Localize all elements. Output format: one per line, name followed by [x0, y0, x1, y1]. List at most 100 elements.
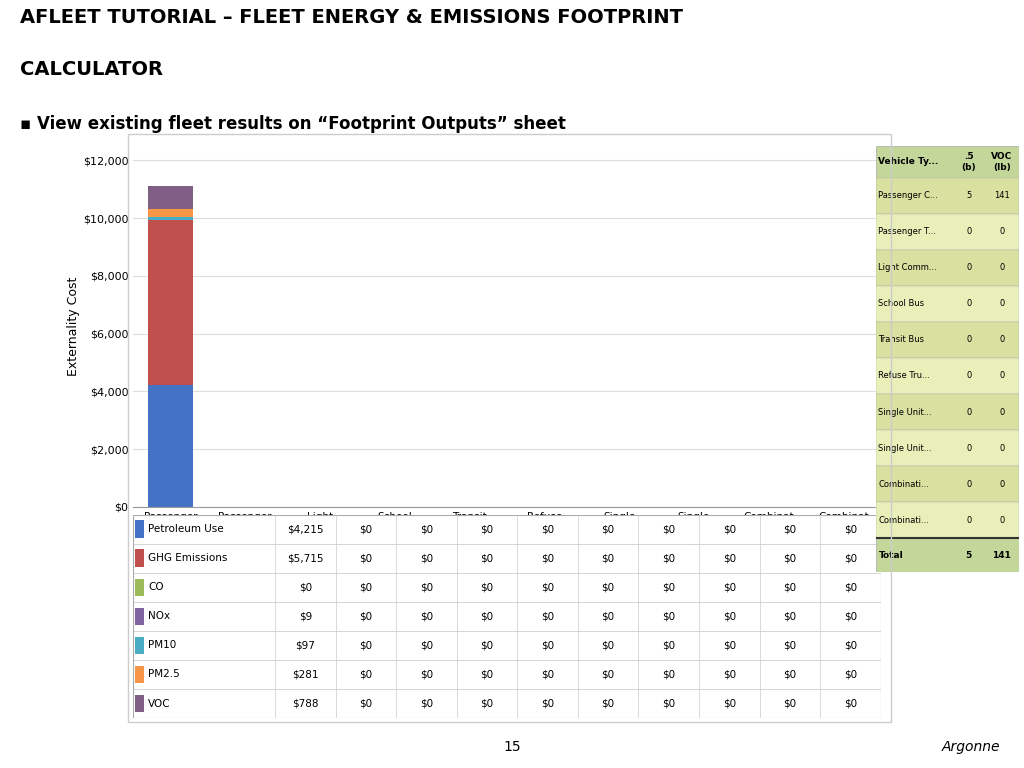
Text: 0: 0 [966, 408, 972, 416]
Text: $0: $0 [420, 553, 433, 563]
Text: PM2.5: PM2.5 [148, 670, 180, 680]
Text: CO: CO [148, 582, 164, 592]
Text: 0: 0 [999, 227, 1005, 237]
Text: $0: $0 [480, 611, 494, 621]
Text: $0: $0 [480, 641, 494, 650]
Text: 0: 0 [999, 372, 1005, 380]
Bar [876, 146, 1019, 178]
Text: 141: 141 [994, 191, 1010, 200]
Bar [876, 394, 1019, 430]
Text: $0: $0 [844, 611, 857, 621]
Text: $0: $0 [844, 582, 857, 592]
Bar [876, 466, 1019, 502]
Text: $0: $0 [602, 670, 614, 680]
Bar [148, 209, 193, 217]
Text: $0: $0 [783, 524, 797, 534]
Bar [133, 631, 881, 660]
Text: $0: $0 [663, 553, 675, 563]
Text: $0: $0 [723, 553, 736, 563]
Text: $0: $0 [541, 611, 554, 621]
Text: Combinati...: Combinati... [879, 515, 929, 525]
Text: $97: $97 [296, 641, 315, 650]
Text: School Bus: School Bus [879, 300, 925, 309]
Bar [148, 217, 193, 220]
Bar [876, 250, 1019, 286]
Text: $0: $0 [359, 524, 373, 534]
Bar [148, 186, 193, 209]
Text: 0: 0 [966, 300, 972, 309]
Text: $0: $0 [723, 699, 736, 709]
Text: 0: 0 [966, 515, 972, 525]
Text: $0: $0 [541, 582, 554, 592]
Text: $0: $0 [783, 670, 797, 680]
Text: $0: $0 [602, 582, 614, 592]
Bar [135, 578, 144, 596]
Text: 0: 0 [966, 336, 972, 345]
Text: Argonne: Argonne [942, 740, 1000, 754]
Text: $0: $0 [541, 641, 554, 650]
Text: VOC
(lb): VOC (lb) [991, 152, 1013, 171]
Bar [148, 220, 193, 386]
Bar [876, 286, 1019, 322]
Text: 5: 5 [966, 191, 972, 200]
Text: $0: $0 [480, 524, 494, 534]
Text: 0: 0 [999, 443, 1005, 452]
Text: $0: $0 [420, 699, 433, 709]
Text: Vehicle Ty...: Vehicle Ty... [879, 157, 939, 167]
Bar [135, 607, 144, 625]
Text: $0: $0 [663, 524, 675, 534]
Text: .5
(b): .5 (b) [962, 152, 976, 171]
Text: $281: $281 [292, 670, 318, 680]
Text: $788: $788 [292, 699, 318, 709]
Text: 0: 0 [999, 479, 1005, 488]
Text: $0: $0 [723, 641, 736, 650]
Text: $4,215: $4,215 [287, 524, 324, 534]
Text: $0: $0 [663, 582, 675, 592]
Text: $0: $0 [359, 553, 373, 563]
Text: Refuse Tru...: Refuse Tru... [879, 372, 930, 380]
Text: $0: $0 [480, 699, 494, 709]
Text: Petroleum Use: Petroleum Use [148, 524, 223, 534]
Text: 0: 0 [966, 372, 972, 380]
Bar [876, 538, 1019, 572]
Text: NOx: NOx [148, 611, 170, 621]
Text: $0: $0 [663, 611, 675, 621]
Text: VOC: VOC [148, 699, 171, 709]
Bar [133, 660, 881, 689]
Bar [876, 178, 1019, 214]
Bar [135, 521, 144, 538]
Text: Single Unit...: Single Unit... [879, 408, 932, 416]
Bar [135, 666, 144, 684]
Text: $0: $0 [602, 553, 614, 563]
Text: $0: $0 [602, 699, 614, 709]
Text: Transit Bus: Transit Bus [879, 336, 925, 345]
Text: $0: $0 [723, 524, 736, 534]
Text: $0: $0 [420, 582, 433, 592]
Text: $0: $0 [844, 699, 857, 709]
Text: $0: $0 [783, 582, 797, 592]
Text: $0: $0 [844, 641, 857, 650]
Text: $0: $0 [541, 524, 554, 534]
Bar [876, 430, 1019, 466]
Text: GHG Emissions: GHG Emissions [148, 553, 227, 563]
Bar [135, 695, 144, 712]
Text: $0: $0 [359, 641, 373, 650]
Text: Passenger T...: Passenger T... [879, 227, 936, 237]
Text: 0: 0 [966, 263, 972, 273]
Text: 0: 0 [999, 336, 1005, 345]
Text: $0: $0 [541, 553, 554, 563]
Text: $0: $0 [359, 611, 373, 621]
Text: $0: $0 [480, 582, 494, 592]
Text: 15: 15 [503, 740, 521, 754]
Bar [876, 502, 1019, 538]
Text: 0: 0 [999, 515, 1005, 525]
Text: $0: $0 [783, 553, 797, 563]
Text: Light Comm...: Light Comm... [879, 263, 937, 273]
Text: $9: $9 [299, 611, 312, 621]
Text: $0: $0 [723, 611, 736, 621]
Text: Single Unit...: Single Unit... [879, 443, 932, 452]
Text: Total: Total [879, 551, 903, 560]
Bar [148, 386, 193, 507]
Text: $0: $0 [359, 582, 373, 592]
Text: $0: $0 [420, 670, 433, 680]
